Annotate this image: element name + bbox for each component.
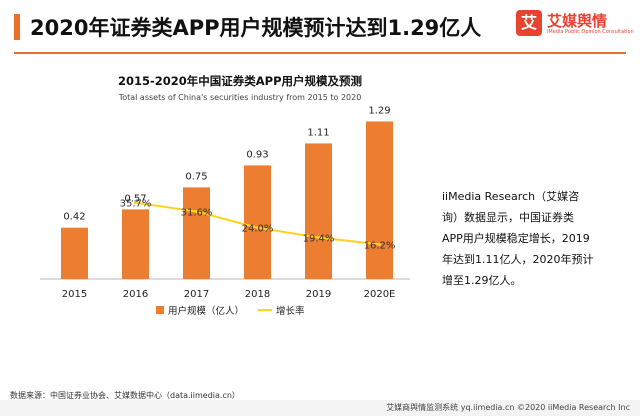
growth-rate-point: [378, 242, 381, 246]
legend-line-label: 增长率: [276, 305, 305, 317]
logo-name: 艾媒舆情: [547, 12, 608, 30]
footer-bar: 艾媒商舆情监测系统 yq.iimedia.cn ©2020 iiMedia Re…: [0, 400, 640, 416]
bar-value-label: 1.29: [368, 105, 390, 116]
x-tick-label: 2017: [184, 289, 209, 300]
summary-line: 询）数据显示，中国证券类: [442, 211, 574, 224]
summary-line: 增至1.29亿人。: [442, 274, 522, 287]
growth-rate-point: [134, 201, 137, 205]
chart-title: 2015-2020年中国证券类APP用户规模及预测: [117, 74, 363, 88]
growth-rate-point: [317, 236, 320, 240]
summary-text: iiMedia Research（艾媒咨 询）数据显示，中国证券类 APP用户规模稳…: [442, 186, 618, 291]
growth-rate-point: [256, 226, 259, 230]
brand-logo: 艾 艾媒舆情 iMedia Public Opinion Consultatio…: [516, 10, 634, 46]
bar-value-label: 0.93: [246, 149, 268, 160]
x-tick-label: 2018: [245, 289, 270, 300]
legend-bar-swatch: [156, 306, 164, 314]
growth-rate-label: 35.7%: [120, 199, 152, 210]
header-rule: [14, 52, 626, 54]
growth-rate-label: 24.0%: [242, 224, 274, 235]
growth-rate-point: [195, 209, 198, 213]
bar: [183, 187, 210, 279]
legend-bar-label: 用户规模（亿人）: [168, 305, 244, 317]
growth-rate-label: 31.6%: [181, 207, 213, 218]
logo-mark-icon: 艾: [516, 10, 542, 36]
bar: [244, 165, 271, 279]
bar-value-label: 0.57: [124, 193, 146, 204]
summary-line: 年达到1.11亿人，2020年预计: [442, 253, 594, 266]
page-title: 2020年证券类APP用户规模预计达到1.29亿人: [30, 16, 482, 40]
title-accent: [14, 14, 20, 40]
summary-line: iiMedia Research（艾媒咨: [442, 190, 580, 203]
bar: [305, 143, 332, 279]
bar-value-label: 0.42: [63, 212, 85, 223]
bar: [366, 121, 393, 279]
data-source: 数据来源：中国证券业协会、艾媒数据中心（data.iimedia.cn）: [10, 391, 240, 400]
x-tick-label: 2020E: [364, 289, 396, 300]
x-tick-label: 2015: [62, 289, 87, 300]
bar-value-label: 1.11: [307, 127, 329, 138]
chart-subtitle: Total assets of China's securities indus…: [118, 93, 362, 102]
growth-rate-label: 19.4%: [303, 234, 335, 245]
x-tick-label: 2016: [123, 289, 148, 300]
footer-credit: 艾媒商舆情监测系统 yq.iimedia.cn ©2020 iiMedia Re…: [386, 403, 630, 412]
logo-tagline: iMedia Public Opinion Consultation: [547, 29, 634, 35]
bar-value-label: 0.75: [185, 171, 207, 182]
growth-rate-label: 16.2%: [364, 240, 396, 251]
x-tick-label: 2019: [306, 289, 331, 300]
bar: [122, 209, 149, 279]
bar: [61, 227, 88, 279]
title-bar: 2020年证券类APP用户规模预计达到1.29亿人 艾 艾媒舆情 iMedia …: [0, 0, 640, 54]
summary-line: APP用户规模稳定增长，2019: [442, 232, 590, 245]
